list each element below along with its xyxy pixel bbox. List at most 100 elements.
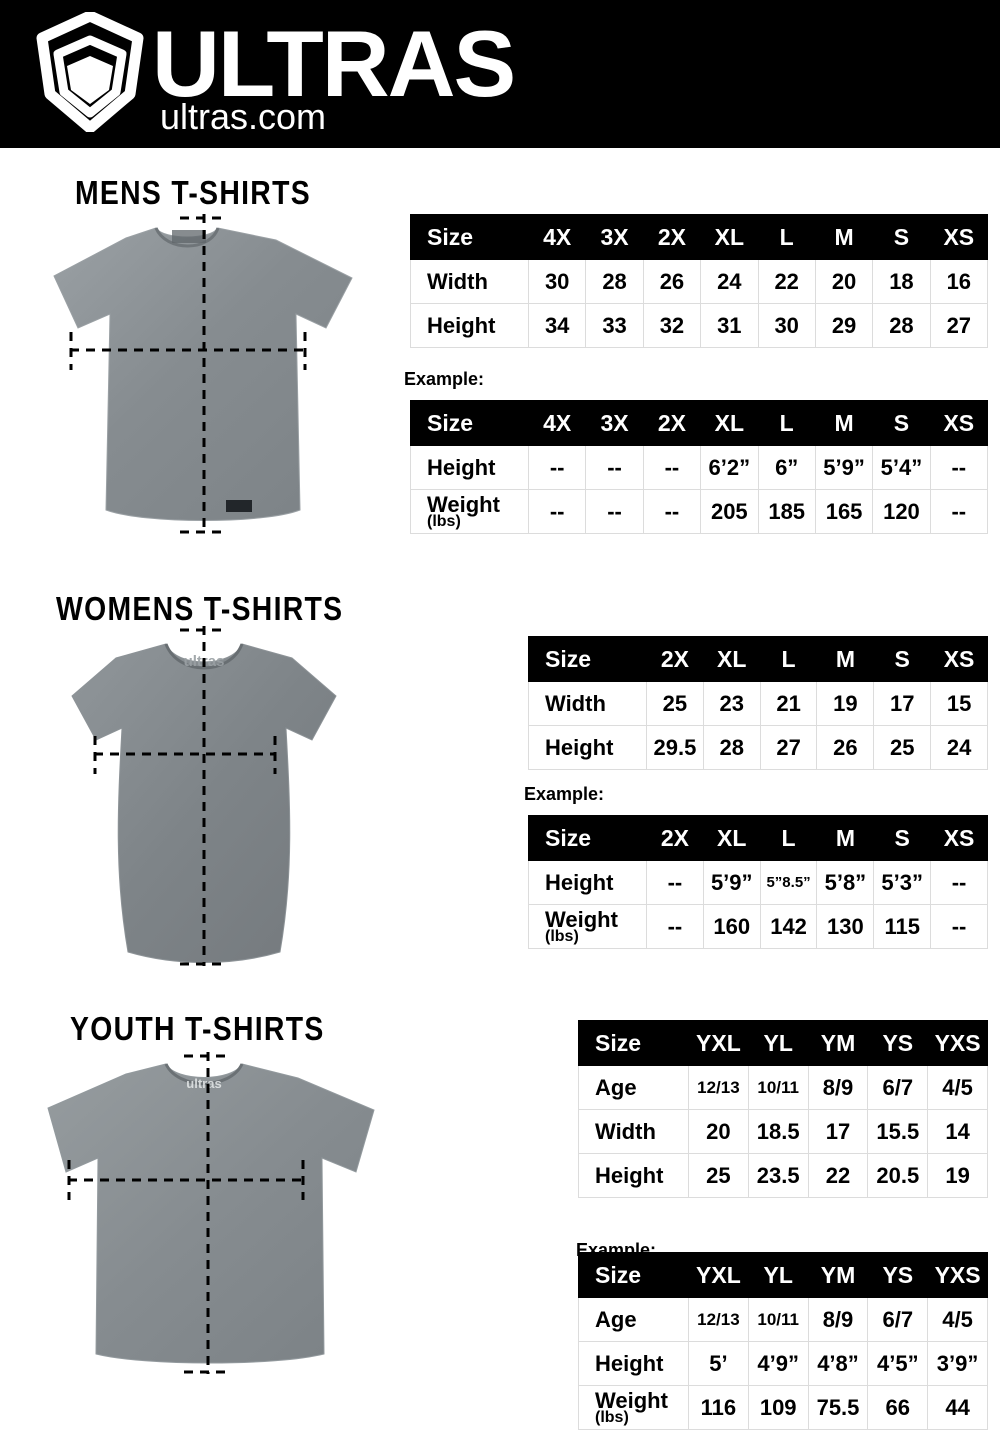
row-header-unit: (lbs) — [545, 928, 579, 945]
cell-width-l: 22 — [757, 259, 816, 304]
column-header-xl: XL — [700, 400, 759, 446]
cell-height-ym: 22 — [807, 1153, 869, 1198]
column-header-l: L — [757, 214, 816, 260]
row-header-width: Width — [528, 681, 647, 726]
cell-age-yxs: 4/5 — [927, 1065, 988, 1110]
cell-age-yl: 10/11 — [747, 1065, 809, 1110]
cell-weight-3x: -- — [585, 489, 644, 534]
cell-age-yxl: 12/13 — [688, 1297, 749, 1342]
table-header-row: Size YXL YL YM YS YXS — [578, 1020, 988, 1066]
womens-tshirt-diagram: ultras — [36, 622, 376, 982]
cell-width-3x: 28 — [585, 259, 644, 304]
cell-width-xl: 24 — [700, 259, 759, 304]
cell-width-m: 20 — [814, 259, 874, 304]
cell-height-xs: 24 — [930, 725, 988, 770]
column-header-2x: 2X — [646, 636, 704, 682]
row-header-weight: Weight (lbs) — [410, 489, 529, 534]
cell-width-xs: 16 — [929, 259, 989, 304]
cell-age-ym: 8/9 — [807, 1297, 869, 1342]
cell-width-yxs: 14 — [927, 1109, 988, 1154]
row-header-height: Height — [410, 445, 529, 490]
row-header-age: Age — [578, 1065, 689, 1110]
column-header-size: Size — [410, 400, 529, 446]
cell-height-3x: 33 — [585, 303, 644, 348]
cell-weight-l: 142 — [759, 904, 818, 949]
mens-tshirt-diagram — [14, 210, 394, 550]
row-header-weight: Weight (lbs) — [528, 904, 647, 949]
cell-weight-ym: 75.5 — [807, 1385, 869, 1430]
cell-weight-l: 185 — [757, 489, 816, 534]
section-title-mens: MENS T-SHIRTS — [75, 174, 311, 211]
cell-height-xl: 28 — [702, 725, 761, 770]
column-header-ym: YM — [807, 1252, 869, 1298]
cell-height-2x: 29.5 — [646, 725, 704, 770]
cell-weight-2x: -- — [646, 904, 704, 949]
cell-height-s: 5’3” — [873, 860, 932, 905]
column-header-2x: 2X — [642, 214, 702, 260]
cell-height-3x: -- — [585, 445, 644, 490]
youth-size-table: Size YXL YL YM YS YXS Age 12/13 10/11 8/9 6/7 4/5 Wi… — [578, 1020, 988, 1198]
cell-weight-m: 165 — [814, 489, 874, 534]
cell-weight-m: 130 — [816, 904, 875, 949]
column-header-yxl: YXL — [688, 1252, 749, 1298]
cell-height-s: 28 — [872, 303, 931, 348]
column-header-size: Size — [410, 214, 529, 260]
cell-weight-xs: -- — [929, 489, 989, 534]
svg-text:ultras: ultras — [186, 1076, 221, 1091]
cell-width-yl: 18.5 — [747, 1109, 809, 1154]
cell-height-ym: 4’8” — [807, 1341, 869, 1386]
cell-height-l: 30 — [757, 303, 816, 348]
cell-width-m: 19 — [816, 681, 875, 726]
column-header-yxs: YXS — [927, 1252, 988, 1298]
section-title-youth: YOUTH T-SHIRTS — [70, 1010, 325, 1047]
cell-age-ys: 6/7 — [867, 1297, 929, 1342]
row-header-height: Height — [578, 1341, 689, 1386]
cell-height-m: 5’8” — [816, 860, 875, 905]
row-header-height: Height — [528, 860, 647, 905]
cell-width-yxl: 20 — [688, 1109, 749, 1154]
column-header-yl: YL — [747, 1020, 809, 1066]
cell-height-yxl: 25 — [688, 1153, 749, 1198]
cell-width-xs: 15 — [930, 681, 988, 726]
column-header-xs: XS — [930, 636, 988, 682]
cell-height-4x: 34 — [527, 303, 587, 348]
column-header-ym: YM — [807, 1020, 869, 1066]
column-header-4x: 4X — [527, 400, 587, 446]
cell-weight-s: 115 — [873, 904, 932, 949]
youth-tshirt-diagram: ultras — [26, 1048, 396, 1388]
cell-weight-yxl: 116 — [688, 1385, 749, 1430]
column-header-l: L — [759, 815, 818, 861]
example-label-womens: Example: — [524, 784, 605, 804]
column-header-2x: 2X — [646, 815, 704, 861]
womens-example-table: Size 2X XL L M S XS Height -- 5’9” 5”8.5” 5’8” 5’3” -… — [528, 815, 988, 949]
cell-height-m: 5’9” — [814, 445, 874, 490]
column-header-m: M — [814, 214, 874, 260]
table-row: Age 12/13 10/11 8/9 6/7 4/5 — [578, 1297, 988, 1342]
womens-size-table: Size 2X XL L M S XS Width 25 23 21 19 17 15 Height 29.5… — [528, 636, 988, 770]
column-header-2x: 2X — [642, 400, 702, 446]
pentagon-shield-icon — [34, 10, 146, 134]
row-header-age: Age — [578, 1297, 689, 1342]
table-row: Height 29.5 28 27 26 25 24 — [528, 725, 988, 770]
mens-size-table: Size 4X 3X 2X XL L M S XS Width 30 28 26 24 22 20 18 16 He… — [410, 214, 989, 348]
row-header-width: Width — [578, 1109, 689, 1154]
cell-height-yl: 23.5 — [747, 1153, 809, 1198]
column-header-yxs: YXS — [927, 1020, 988, 1066]
table-row: Weight (lbs) -- -- -- 205 185 165 120 -- — [410, 489, 989, 534]
table-row: Height -- -- -- 6’2” 6” 5’9” 5’4” -- — [410, 445, 989, 490]
example-label-mens: Example: — [404, 369, 485, 389]
cell-age-ys: 6/7 — [867, 1065, 929, 1110]
column-header-size: Size — [528, 815, 647, 861]
cell-height-m: 29 — [814, 303, 874, 348]
table-row: Width 20 18.5 17 15.5 14 — [578, 1109, 988, 1154]
row-header-unit: (lbs) — [595, 1409, 629, 1426]
column-header-3x: 3X — [585, 400, 644, 446]
column-header-xl: XL — [700, 214, 759, 260]
cell-weight-yxs: 44 — [927, 1385, 988, 1430]
cell-width-xl: 23 — [702, 681, 761, 726]
cell-height-xs: -- — [930, 860, 988, 905]
brand-name: ULTRAS — [152, 11, 516, 116]
cell-age-yl: 10/11 — [747, 1297, 809, 1342]
column-header-xs: XS — [929, 400, 989, 446]
cell-width-s: 18 — [872, 259, 931, 304]
